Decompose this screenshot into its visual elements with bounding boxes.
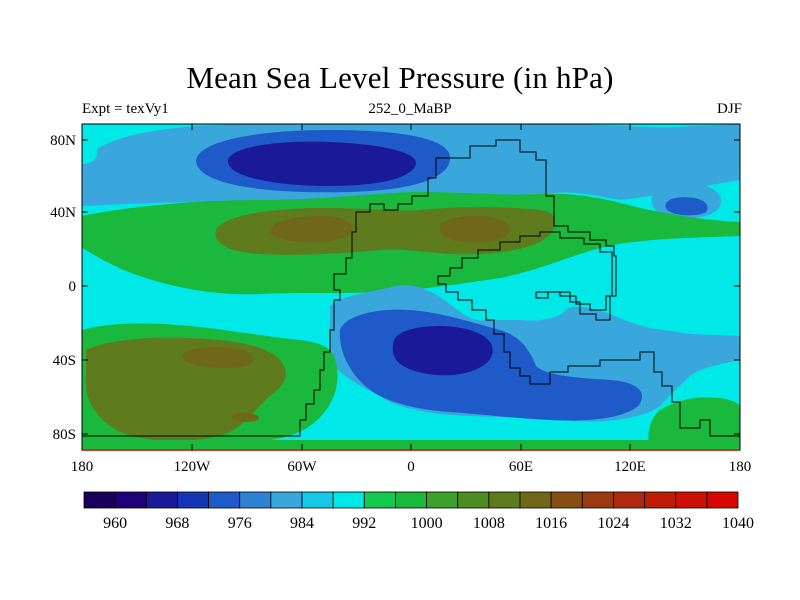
season-label: DJF bbox=[716, 101, 742, 117]
time-label: 252_0_MaBP bbox=[368, 101, 452, 117]
colorbar-swatch bbox=[519, 491, 552, 509]
colorbar-swatch bbox=[177, 491, 209, 509]
colorbar-swatch bbox=[83, 491, 116, 509]
lon-label: 180 bbox=[71, 459, 94, 475]
field-south-darkblue-low bbox=[392, 326, 493, 376]
lat-label: 80S bbox=[53, 427, 76, 443]
colorbar-label: 960 bbox=[103, 515, 127, 532]
colorbar-swatch bbox=[644, 491, 677, 509]
lat-label: 40N bbox=[50, 205, 76, 221]
map-title: Mean Sea Level Pressure (in hPa) bbox=[186, 60, 614, 95]
colorbar-swatch bbox=[550, 491, 583, 509]
lon-axis bbox=[81, 124, 741, 450]
colorbar-label: 1024 bbox=[597, 515, 629, 532]
field-southeast-green bbox=[648, 397, 740, 450]
colorbar-swatch bbox=[145, 491, 178, 509]
colorbar-label: 1008 bbox=[473, 515, 505, 532]
lat-label: 40S bbox=[53, 353, 76, 369]
colorbar-swatch bbox=[457, 491, 490, 509]
colorbar-swatch bbox=[426, 491, 459, 509]
field-north-brown-cell-west bbox=[269, 216, 353, 243]
colorbar-swatch bbox=[239, 491, 272, 509]
colorbar-swatch bbox=[114, 491, 147, 509]
lon-label: 120E bbox=[614, 459, 646, 475]
field-north-darkblue-low bbox=[227, 141, 417, 186]
experiment-label: Expt = texVy1 bbox=[82, 101, 169, 117]
lon-label: 60E bbox=[509, 459, 533, 475]
lon-label: 0 bbox=[407, 459, 415, 475]
lon-label: 180 bbox=[729, 459, 752, 475]
colorbar-swatch bbox=[301, 491, 334, 509]
colorbar-swatch bbox=[270, 491, 303, 509]
colorbar-swatch bbox=[706, 491, 739, 509]
colorbar-label: 1040 bbox=[722, 515, 754, 532]
lon-label: 120W bbox=[174, 459, 212, 475]
field-north-brown-cell-east bbox=[439, 215, 510, 243]
colorbar bbox=[83, 491, 739, 509]
coastline bbox=[82, 139, 740, 437]
colorbar-swatch bbox=[208, 491, 241, 509]
colorbar-label: 984 bbox=[290, 515, 314, 532]
colorbar-swatch bbox=[395, 491, 427, 509]
field-north-cyan-gap bbox=[82, 139, 98, 164]
lon-label: 60W bbox=[287, 459, 317, 475]
field-south-brown-cell bbox=[182, 347, 254, 369]
lat-label: 0 bbox=[69, 279, 77, 295]
colorbar-swatch bbox=[332, 491, 365, 509]
colorbar-label: 976 bbox=[228, 515, 252, 532]
colorbar-swatch bbox=[581, 491, 614, 509]
colorbar-label: 968 bbox=[165, 515, 189, 532]
colorbar-label: 1016 bbox=[535, 515, 567, 532]
colorbar-labels: 960 968 976 984 992 1000 1008 1016 1024 1032 1040 bbox=[103, 515, 754, 532]
field-east-blue-patch bbox=[665, 197, 708, 216]
colorbar-label: 1032 bbox=[660, 515, 692, 532]
colorbar-label: 992 bbox=[352, 515, 376, 532]
field-south-brown-cell-small bbox=[231, 413, 260, 422]
lat-axis bbox=[82, 139, 740, 435]
colorbar-swatch bbox=[363, 491, 396, 509]
colorbar-swatch bbox=[613, 491, 645, 509]
pressure-field bbox=[82, 124, 740, 450]
lat-label: 80N bbox=[50, 133, 76, 149]
colorbar-label: 1000 bbox=[411, 515, 443, 532]
colorbar-swatch bbox=[488, 491, 521, 509]
colorbar-swatch bbox=[675, 491, 708, 509]
